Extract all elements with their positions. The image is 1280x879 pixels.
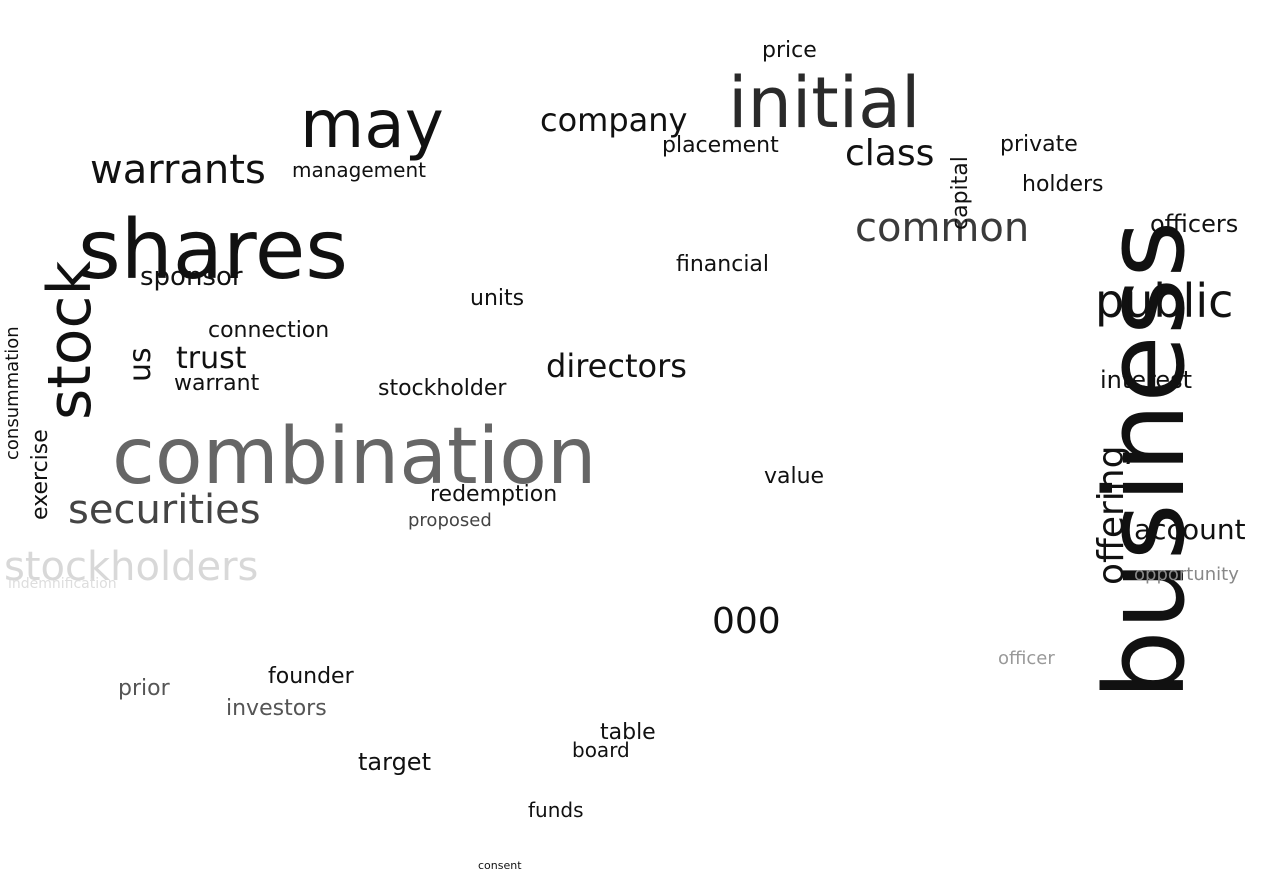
word-investors: investors [226,696,327,721]
word-securities: securities [68,487,261,533]
word-shares: shares [78,203,349,298]
word-holders: holders [1022,172,1104,197]
word-account: account [1134,513,1246,546]
word-management: management [292,158,426,182]
word-stockholders: stockholders [4,544,259,590]
word-financial: financial [676,252,770,277]
word-table: table [600,720,656,745]
word-us: us [123,347,158,382]
word-prior: prior [118,676,170,701]
word-officers: officers [1150,210,1239,238]
word-directors: directors [546,347,687,385]
word-stockholder: stockholder [378,376,507,401]
word-sponsor: sponsor [140,262,243,292]
word-indemnification: indemnification [8,576,117,592]
word-units: units [470,286,525,311]
word-consent: consent [478,859,522,872]
word-000: 000 [712,601,781,642]
word-may: may [300,86,444,163]
word-offering: offering [1091,445,1132,585]
word-founder: founder [268,664,354,689]
word-capital: capital [948,156,973,230]
word-officer: officer [998,648,1055,669]
word-initial: initial [728,62,921,144]
word-target: target [358,748,431,776]
word-trust: trust [176,341,247,376]
word-common: common [855,205,1030,251]
word-exercise: exercise [28,429,53,520]
word-consummation: consummation [2,326,23,460]
word-private: private [1000,132,1078,157]
word-class: class [845,133,935,174]
word-stock: stock [35,260,105,420]
word-warrant: warrant [174,371,260,396]
word-proposed: proposed [408,510,492,531]
word-public: public [1095,274,1234,328]
word-interest: interest [1100,366,1193,394]
word-opportunity: opportunity [1134,564,1239,585]
word-connection: connection [208,318,330,343]
word-redemption: redemption [430,482,558,507]
word-placement: placement [662,133,779,158]
word-price: price [762,38,817,63]
word-board: board [572,738,630,762]
word-value: value [764,464,825,489]
word-company: company [540,101,688,139]
word-combination: combination [112,412,597,502]
word-funds: funds [528,798,584,822]
word-warrants: warrants [90,147,266,193]
